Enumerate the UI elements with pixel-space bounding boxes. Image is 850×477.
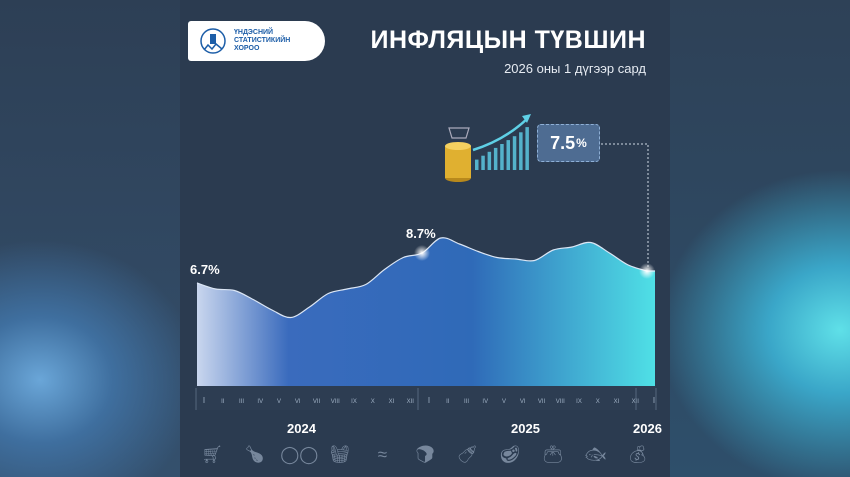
month-tick-label: III	[239, 399, 244, 405]
month-tick-label: I	[653, 396, 655, 405]
blurred-background-left	[0, 0, 190, 477]
month-tick-label: VI	[520, 399, 526, 405]
callout-leader	[601, 143, 649, 268]
category-icons: 🛒︎ 🍗︎ ◯◯ 🧺︎ ≈ 🍞︎ 🍼︎ 🥩︎ 👛︎ 🐟︎ 💰︎	[195, 445, 655, 465]
month-tick-label: X	[596, 399, 600, 405]
month-tick-label: V	[502, 399, 506, 405]
growth-bar	[525, 127, 529, 170]
month-tick-label: IV	[482, 399, 488, 405]
current-value-badge: 7.5%	[537, 124, 600, 162]
logo-line: СТАТИСТИКИЙН	[234, 37, 291, 44]
month-tick-label: VI	[295, 399, 301, 405]
highlight-point	[414, 245, 430, 261]
logo-text: ҮНДЭСНИЙ СТАТИСТИКИЙН ХОРОО	[234, 29, 304, 53]
emblem-icon	[200, 28, 226, 54]
growth-bar	[481, 155, 485, 170]
meat-icon: 🥩︎	[499, 445, 521, 464]
month-tick-label: I	[203, 396, 205, 405]
year-label-2024: 2024	[287, 421, 316, 436]
growth-bar	[506, 140, 510, 170]
month-tick-label: II	[446, 399, 450, 405]
year-label-2026: 2026	[633, 421, 662, 436]
growth-bars	[475, 127, 529, 170]
month-tick-label: XI	[614, 399, 620, 405]
growth-bar	[512, 136, 517, 170]
month-tick-label: XI	[389, 399, 395, 405]
growth-arrow-head	[522, 114, 531, 123]
month-tick-label: VIII	[556, 399, 565, 405]
month-tick-label: IX	[351, 399, 357, 405]
month-tick-label: VII	[313, 399, 321, 405]
highlight-point	[639, 263, 655, 279]
bottles-icon: 🍼︎	[456, 445, 479, 464]
current-unit: %	[576, 136, 587, 150]
canned-fish-icon: 🐟︎	[584, 445, 607, 464]
eggs-icon: ◯◯	[280, 445, 319, 464]
data-label-peak: 8.7%	[406, 226, 436, 241]
page-title: ИНФЛЯЦЫН ТҮВШИН	[370, 26, 646, 54]
nso-logo: ҮНДЭСНИЙ СТАТИСТИКИЙН ХОРОО	[188, 21, 325, 61]
month-tick-label: III	[464, 399, 469, 405]
growth-bar	[487, 151, 492, 170]
sausage-icon: ≈	[377, 445, 388, 464]
chicken-icon: 🍗︎	[243, 445, 266, 464]
money-bag-icon: 💰︎	[627, 445, 649, 464]
coins-cart-growth-illustration	[445, 127, 471, 182]
month-tick-label: XII	[632, 399, 640, 405]
month-tick-label: X	[371, 399, 375, 405]
growth-arrow	[472, 117, 529, 152]
year-label-2025: 2025	[511, 421, 540, 436]
month-tick-label: IV	[257, 399, 263, 405]
logo-line: ХОРОО	[234, 45, 260, 52]
blurred-background-right	[660, 0, 850, 477]
growth-bar	[519, 132, 523, 170]
month-tick-label: I	[428, 396, 430, 405]
month-axis	[196, 386, 656, 410]
month-tick-label: IX	[576, 399, 582, 405]
month-tick-label: VIII	[331, 399, 340, 405]
data-label-start: 6.7%	[190, 262, 220, 277]
month-tick-label: XII	[407, 399, 415, 405]
wallet-icon: 👛︎	[541, 445, 564, 464]
growth-bar	[500, 144, 504, 170]
basket-icon: 🧺︎	[328, 445, 351, 464]
growth-bar	[475, 159, 479, 170]
current-value: 7.5	[550, 132, 576, 153]
page-subtitle: 2026 оны 1 дүгээр сард	[504, 61, 646, 76]
shopping-cart-icon: 🛒︎	[201, 445, 223, 464]
growth-bar	[493, 147, 498, 170]
month-tick-label: VII	[538, 399, 546, 405]
month-tick-label: II	[221, 399, 225, 405]
bread-icon: 🍞︎	[414, 445, 436, 464]
area-fill	[197, 237, 655, 386]
month-tick-label: V	[277, 399, 281, 405]
logo-line: ҮНДЭСНИЙ	[234, 29, 274, 36]
